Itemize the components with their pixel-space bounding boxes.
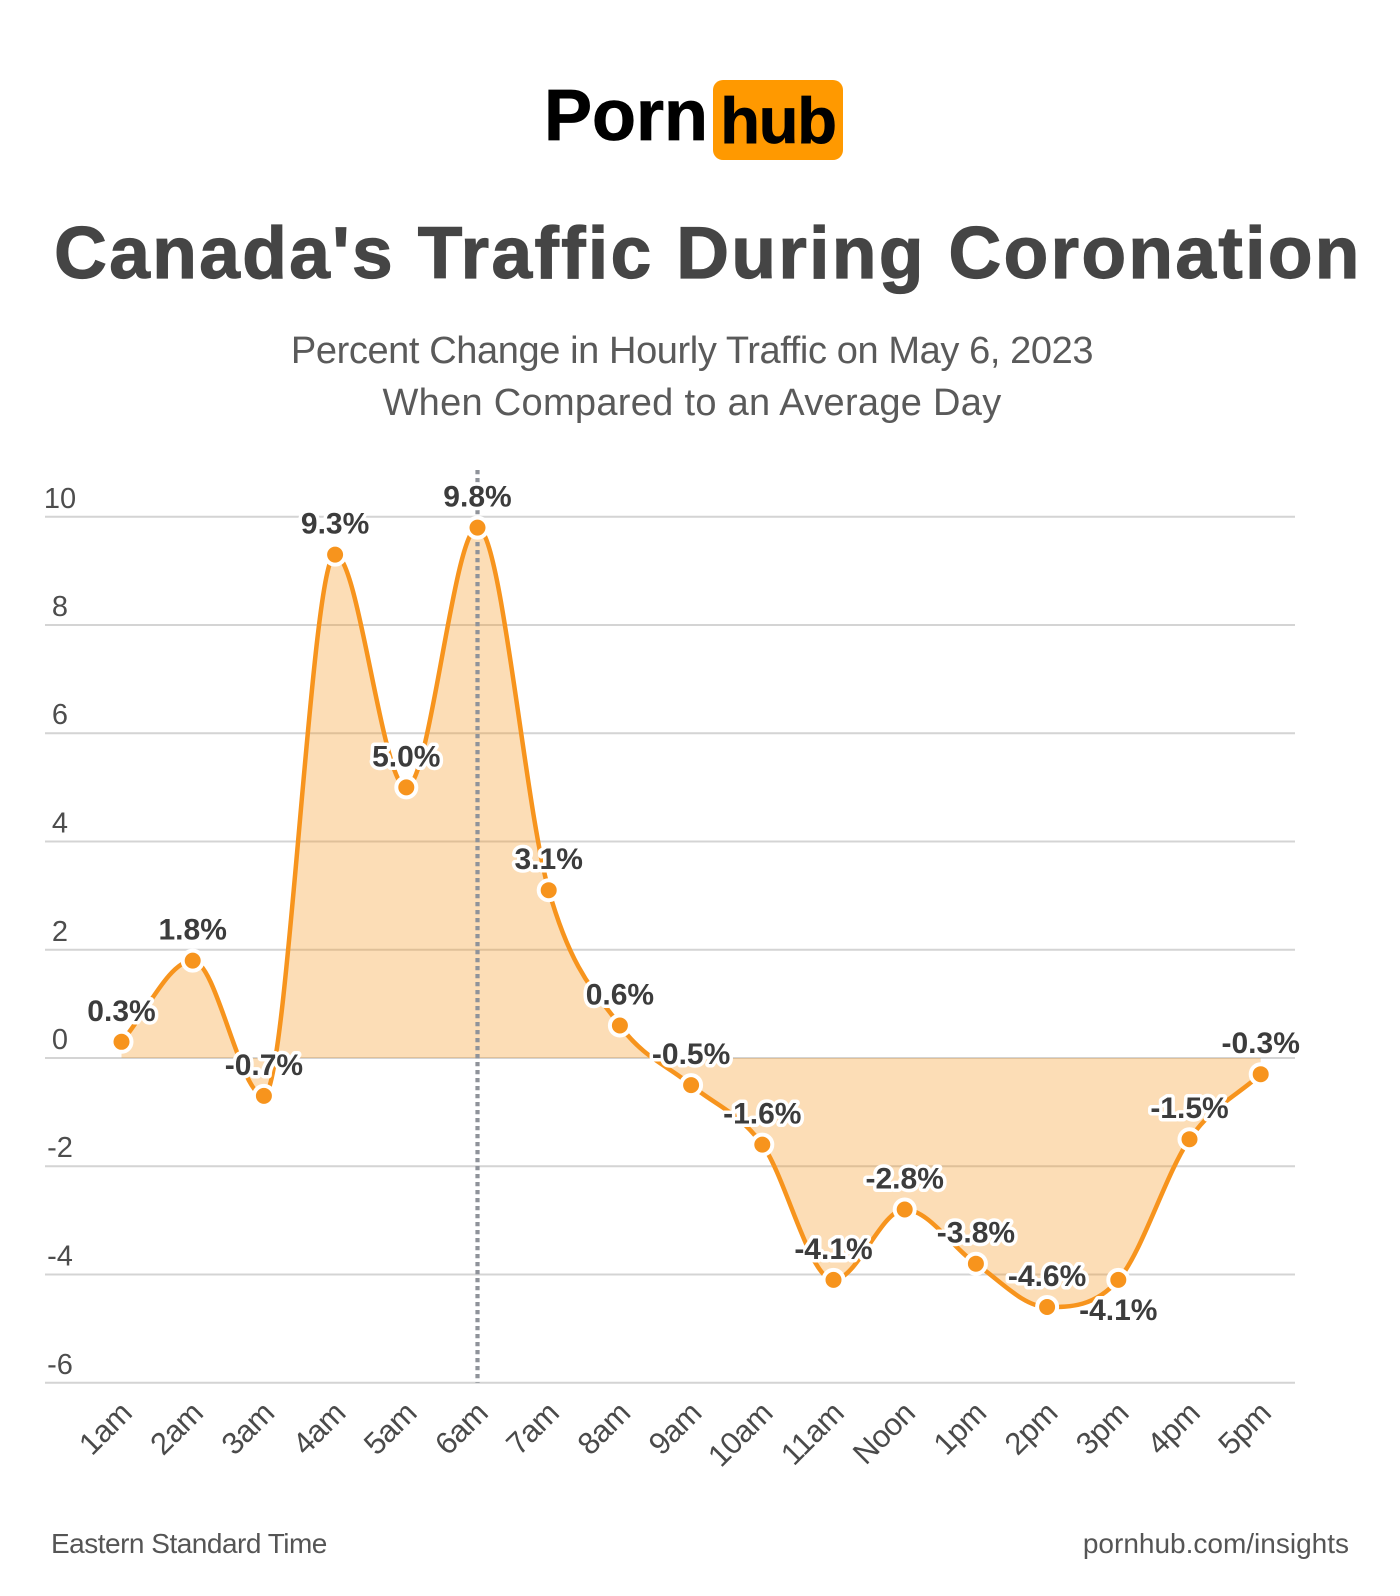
svg-text:5.0%: 5.0% xyxy=(372,740,440,773)
svg-text:Noon: Noon xyxy=(846,1395,922,1471)
svg-text:-0.3%: -0.3% xyxy=(1222,1027,1300,1060)
svg-text:-4.6%: -4.6% xyxy=(1008,1260,1086,1293)
svg-text:0.3%: 0.3% xyxy=(87,995,155,1028)
svg-text:9.3%: 9.3% xyxy=(301,508,369,541)
svg-text:0.6%: 0.6% xyxy=(586,979,654,1012)
svg-text:4am: 4am xyxy=(286,1395,352,1461)
svg-text:0: 0 xyxy=(52,1024,68,1056)
svg-text:1pm: 1pm xyxy=(927,1395,993,1461)
svg-text:9am: 9am xyxy=(642,1395,708,1461)
svg-text:1.8%: 1.8% xyxy=(159,914,227,947)
svg-text:3pm: 3pm xyxy=(1069,1395,1135,1461)
svg-text:8: 8 xyxy=(52,591,68,623)
svg-text:5pm: 5pm xyxy=(1211,1395,1277,1461)
svg-text:8am: 8am xyxy=(571,1395,637,1461)
svg-text:10am: 10am xyxy=(701,1395,779,1473)
svg-text:7am: 7am xyxy=(499,1395,565,1461)
svg-text:-4: -4 xyxy=(47,1241,73,1273)
svg-text:-0.7%: -0.7% xyxy=(225,1049,303,1082)
svg-text:-4.1%: -4.1% xyxy=(794,1233,872,1266)
svg-text:-4.1%: -4.1% xyxy=(1079,1294,1157,1327)
svg-text:4pm: 4pm xyxy=(1140,1395,1206,1461)
svg-text:6: 6 xyxy=(52,699,68,731)
svg-text:10: 10 xyxy=(44,483,76,515)
svg-text:9.8%: 9.8% xyxy=(443,481,511,514)
svg-text:-1.5%: -1.5% xyxy=(1150,1092,1228,1125)
svg-text:2: 2 xyxy=(52,916,68,948)
svg-text:-0.5%: -0.5% xyxy=(652,1038,730,1071)
svg-text:4: 4 xyxy=(52,808,68,840)
svg-text:1am: 1am xyxy=(72,1395,138,1461)
svg-text:5am: 5am xyxy=(357,1395,423,1461)
svg-text:2am: 2am xyxy=(143,1395,209,1461)
svg-text:-2.8%: -2.8% xyxy=(866,1163,944,1196)
svg-text:-1.6%: -1.6% xyxy=(723,1098,801,1131)
svg-text:-3.8%: -3.8% xyxy=(937,1217,1015,1250)
svg-text:11am: 11am xyxy=(774,1395,851,1472)
svg-text:-2: -2 xyxy=(47,1132,73,1164)
svg-text:3.1%: 3.1% xyxy=(515,843,583,876)
svg-text:-6: -6 xyxy=(47,1349,73,1381)
svg-text:2pm: 2pm xyxy=(998,1395,1064,1461)
svg-text:3am: 3am xyxy=(215,1395,281,1461)
svg-text:6am: 6am xyxy=(428,1395,494,1461)
